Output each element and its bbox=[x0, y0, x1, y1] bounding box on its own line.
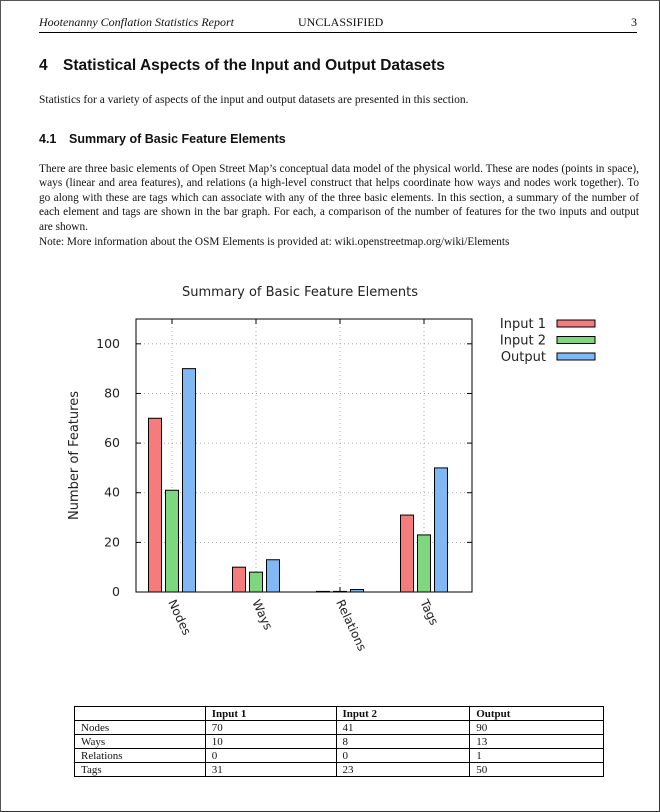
legend-swatch bbox=[556, 319, 596, 328]
table-cell: 8 bbox=[335, 734, 471, 749]
x-tick-label: Ways bbox=[249, 597, 275, 632]
subsection-number: 4.1 bbox=[39, 132, 57, 146]
x-tick-label: Nodes bbox=[165, 597, 194, 637]
osm-note: Note: More information about the OSM Ele… bbox=[39, 236, 510, 248]
table-cell: 31 bbox=[204, 762, 337, 777]
bar bbox=[417, 534, 431, 593]
table-header-cell: Input 2 bbox=[335, 706, 471, 721]
page-number: 3 bbox=[631, 15, 637, 29]
bar bbox=[165, 489, 179, 593]
table-cell: 1 bbox=[469, 748, 604, 763]
table-cell: 41 bbox=[335, 720, 471, 735]
table-cell: 70 bbox=[204, 720, 337, 735]
chart-title: Summary of Basic Feature Elements bbox=[182, 285, 418, 300]
table-header-cell: Input 1 bbox=[204, 706, 337, 721]
bar bbox=[400, 514, 414, 593]
y-tick-label: 60 bbox=[104, 435, 120, 450]
y-axis-label: Number of Features bbox=[67, 391, 82, 520]
legend-label: Input 1 bbox=[500, 317, 546, 332]
table-header-cell bbox=[74, 706, 206, 721]
plot-frame bbox=[135, 318, 473, 593]
legend-label: Input 2 bbox=[500, 334, 546, 349]
legend-label: Output bbox=[501, 350, 546, 365]
table-row: Ways 10 8 13 bbox=[74, 734, 604, 749]
section-intro: Statistics for a variety of aspects of t… bbox=[39, 94, 469, 106]
bar bbox=[249, 571, 263, 593]
x-tick-label: Tags bbox=[417, 596, 441, 627]
statistics-table: Input 1 Input 2 Output Nodes 70 41 90 Ways 10 8 1… bbox=[74, 706, 604, 777]
bar-chart: Summary of Basic Feature Elements 0 20 40 60… bbox=[67, 285, 596, 653]
report-title: Hootenanny Conflation Statistics Report bbox=[39, 15, 234, 29]
table-cell: Tags bbox=[74, 762, 206, 777]
y-tick-label: 0 bbox=[112, 584, 120, 599]
table-cell: Nodes bbox=[74, 720, 206, 735]
table-cell: 23 bbox=[335, 762, 471, 777]
y-tick-label: 80 bbox=[104, 385, 120, 400]
bar bbox=[266, 559, 280, 593]
table-cell: 50 bbox=[469, 762, 604, 777]
table-cell: 0 bbox=[335, 748, 471, 763]
classification-label: UNCLASSIFIED bbox=[298, 15, 384, 29]
subsection-heading: 4.1 Summary of Basic Feature Elements bbox=[39, 132, 286, 146]
body-paragraph: There are three basic elements of Open S… bbox=[39, 163, 639, 233]
running-header: Hootenanny Conflation Statistics Report … bbox=[39, 12, 637, 33]
table-cell: 13 bbox=[469, 734, 604, 749]
table-header-cell: Output bbox=[469, 706, 604, 721]
table-cell: 90 bbox=[469, 720, 604, 735]
bar bbox=[182, 368, 196, 593]
table-cell: 10 bbox=[204, 734, 337, 749]
x-tick-label: Relations bbox=[333, 597, 369, 653]
table-row: Relations 0 0 1 bbox=[74, 748, 604, 763]
legend-swatch bbox=[556, 352, 596, 361]
section-title: Statistical Aspects of the Input and Out… bbox=[63, 57, 445, 74]
bar bbox=[434, 467, 448, 593]
legend-swatch bbox=[556, 336, 596, 344]
bar bbox=[232, 566, 246, 593]
table-header-row: Input 1 Input 2 Output bbox=[74, 706, 604, 721]
bar bbox=[148, 417, 162, 593]
table-body: Nodes 70 41 90 Ways 10 8 13 Relations 0 0 1 Tags 31 23… bbox=[74, 720, 604, 777]
y-tick-label: 100 bbox=[96, 336, 120, 351]
table-row: Nodes 70 41 90 bbox=[74, 720, 604, 735]
table-cell: Ways bbox=[74, 734, 206, 749]
table-row: Tags 31 23 50 bbox=[74, 762, 604, 777]
table-cell: Relations bbox=[74, 748, 206, 763]
y-tick-label: 40 bbox=[104, 485, 120, 500]
section-number: 4 bbox=[39, 57, 48, 74]
section-heading: 4 Statistical Aspects of the Input and Ou… bbox=[39, 57, 445, 75]
y-tick-label: 20 bbox=[104, 534, 120, 549]
subsection-title: Summary of Basic Feature Elements bbox=[69, 132, 286, 146]
table-cell: 0 bbox=[204, 748, 337, 763]
